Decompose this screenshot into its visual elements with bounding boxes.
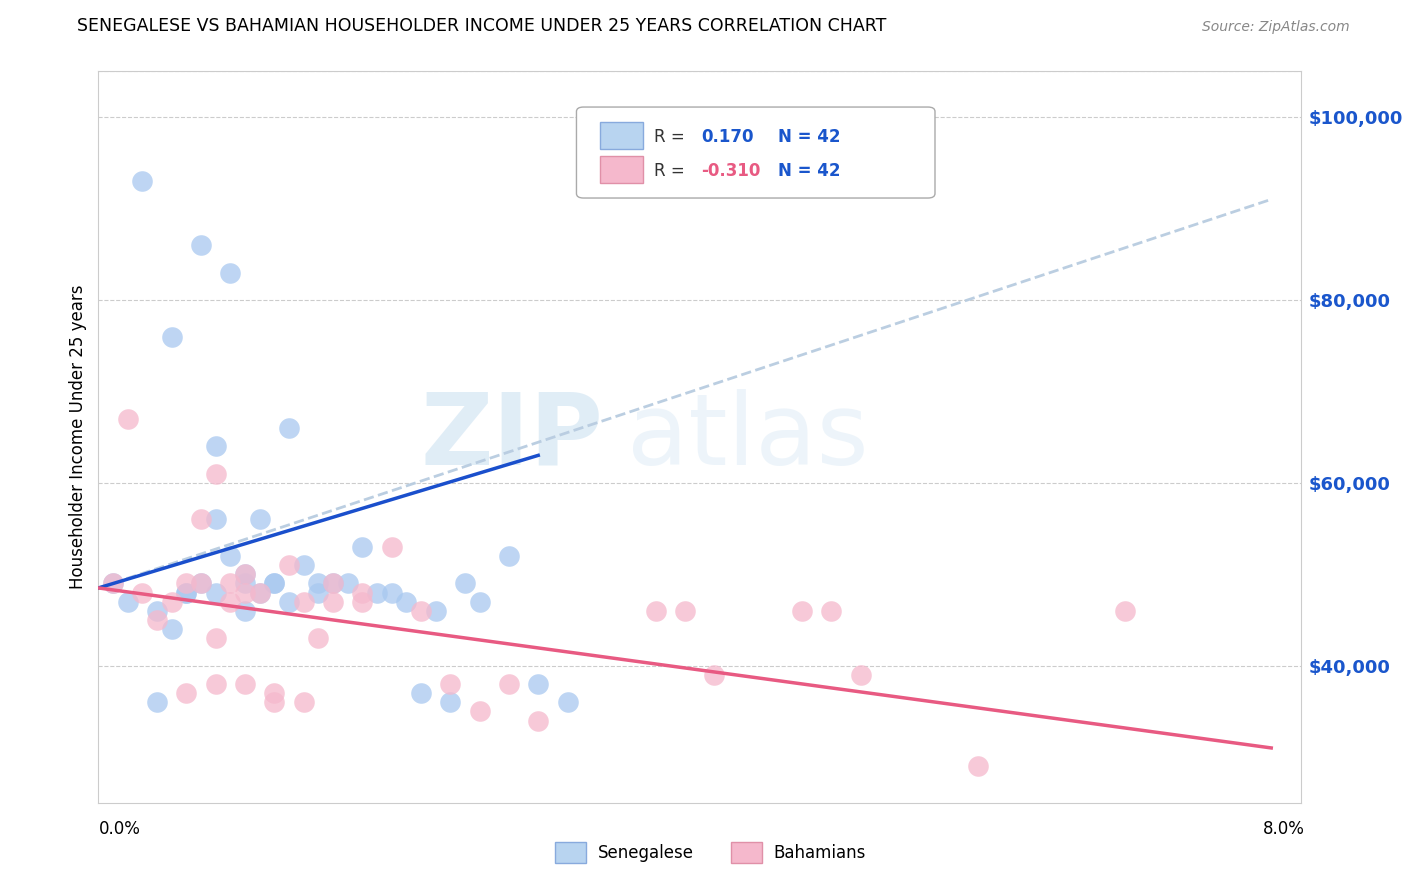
Point bbox=[131, 174, 153, 188]
Point bbox=[703, 667, 725, 681]
Point bbox=[101, 576, 124, 591]
Point bbox=[557, 695, 579, 709]
Point bbox=[409, 604, 432, 618]
Point bbox=[263, 695, 285, 709]
Text: atlas: atlas bbox=[627, 389, 869, 485]
Point bbox=[190, 238, 212, 252]
Point bbox=[498, 549, 520, 563]
Point bbox=[307, 576, 329, 591]
Text: R =: R = bbox=[654, 161, 685, 180]
Point bbox=[101, 576, 124, 591]
Point bbox=[673, 604, 696, 618]
Text: SENEGALESE VS BAHAMIAN HOUSEHOLDER INCOME UNDER 25 YEARS CORRELATION CHART: SENEGALESE VS BAHAMIAN HOUSEHOLDER INCOM… bbox=[77, 17, 887, 35]
Text: R =: R = bbox=[654, 128, 685, 146]
Point bbox=[278, 558, 301, 573]
Point bbox=[233, 567, 256, 582]
Point bbox=[249, 585, 271, 599]
Point bbox=[190, 512, 212, 526]
Text: N = 42: N = 42 bbox=[778, 161, 839, 180]
Point bbox=[176, 585, 198, 599]
Point bbox=[263, 576, 285, 591]
Text: 8.0%: 8.0% bbox=[1263, 820, 1305, 838]
Point bbox=[160, 329, 183, 343]
Point bbox=[790, 604, 813, 618]
Point bbox=[190, 576, 212, 591]
Y-axis label: Householder Income Under 25 years: Householder Income Under 25 years bbox=[69, 285, 87, 590]
Point bbox=[204, 585, 226, 599]
Point bbox=[292, 695, 315, 709]
Point bbox=[204, 467, 226, 481]
Text: 0.0%: 0.0% bbox=[98, 820, 141, 838]
Point bbox=[117, 594, 139, 608]
Point bbox=[381, 585, 404, 599]
Point bbox=[117, 412, 139, 426]
Point bbox=[644, 604, 666, 618]
Point bbox=[204, 677, 226, 691]
Point bbox=[498, 677, 520, 691]
Point bbox=[219, 576, 242, 591]
Text: Senegalese: Senegalese bbox=[598, 844, 693, 862]
Point bbox=[352, 585, 374, 599]
Text: ZIP: ZIP bbox=[420, 389, 603, 485]
Point bbox=[131, 585, 153, 599]
Point bbox=[468, 705, 491, 719]
Point bbox=[454, 576, 477, 591]
Point bbox=[307, 632, 329, 646]
Point bbox=[439, 695, 461, 709]
Point bbox=[176, 576, 198, 591]
Point bbox=[366, 585, 388, 599]
Point bbox=[292, 558, 315, 573]
Point bbox=[849, 667, 872, 681]
Point bbox=[219, 594, 242, 608]
Point bbox=[292, 594, 315, 608]
Point bbox=[263, 576, 285, 591]
Point bbox=[322, 576, 344, 591]
Point bbox=[160, 594, 183, 608]
Point bbox=[322, 594, 344, 608]
Point bbox=[527, 714, 550, 728]
Point bbox=[468, 594, 491, 608]
Point bbox=[233, 567, 256, 582]
Point bbox=[160, 622, 183, 636]
Point bbox=[233, 585, 256, 599]
Point bbox=[352, 594, 374, 608]
Point bbox=[233, 576, 256, 591]
Point bbox=[967, 759, 990, 773]
Point bbox=[146, 604, 169, 618]
Point bbox=[219, 549, 242, 563]
Point bbox=[1114, 604, 1136, 618]
Text: N = 42: N = 42 bbox=[778, 128, 839, 146]
Point bbox=[263, 686, 285, 700]
Point bbox=[352, 540, 374, 554]
Point bbox=[176, 686, 198, 700]
Point bbox=[336, 576, 359, 591]
Point bbox=[395, 594, 418, 608]
Point bbox=[820, 604, 842, 618]
Point bbox=[307, 585, 329, 599]
Text: Source: ZipAtlas.com: Source: ZipAtlas.com bbox=[1202, 21, 1350, 34]
Point bbox=[381, 540, 404, 554]
Point bbox=[176, 585, 198, 599]
Point bbox=[409, 686, 432, 700]
Point bbox=[233, 677, 256, 691]
Point bbox=[204, 512, 226, 526]
Point bbox=[527, 677, 550, 691]
Point bbox=[322, 576, 344, 591]
Point bbox=[278, 421, 301, 435]
Text: Bahamians: Bahamians bbox=[773, 844, 866, 862]
Point bbox=[439, 677, 461, 691]
Point bbox=[425, 604, 447, 618]
Point bbox=[278, 594, 301, 608]
Point bbox=[249, 585, 271, 599]
Point bbox=[146, 695, 169, 709]
Point bbox=[204, 439, 226, 453]
Point bbox=[204, 632, 226, 646]
Point bbox=[219, 266, 242, 280]
Point bbox=[233, 604, 256, 618]
Text: -0.310: -0.310 bbox=[702, 161, 761, 180]
Point bbox=[249, 512, 271, 526]
Point bbox=[190, 576, 212, 591]
Point bbox=[146, 613, 169, 627]
Text: 0.170: 0.170 bbox=[702, 128, 754, 146]
